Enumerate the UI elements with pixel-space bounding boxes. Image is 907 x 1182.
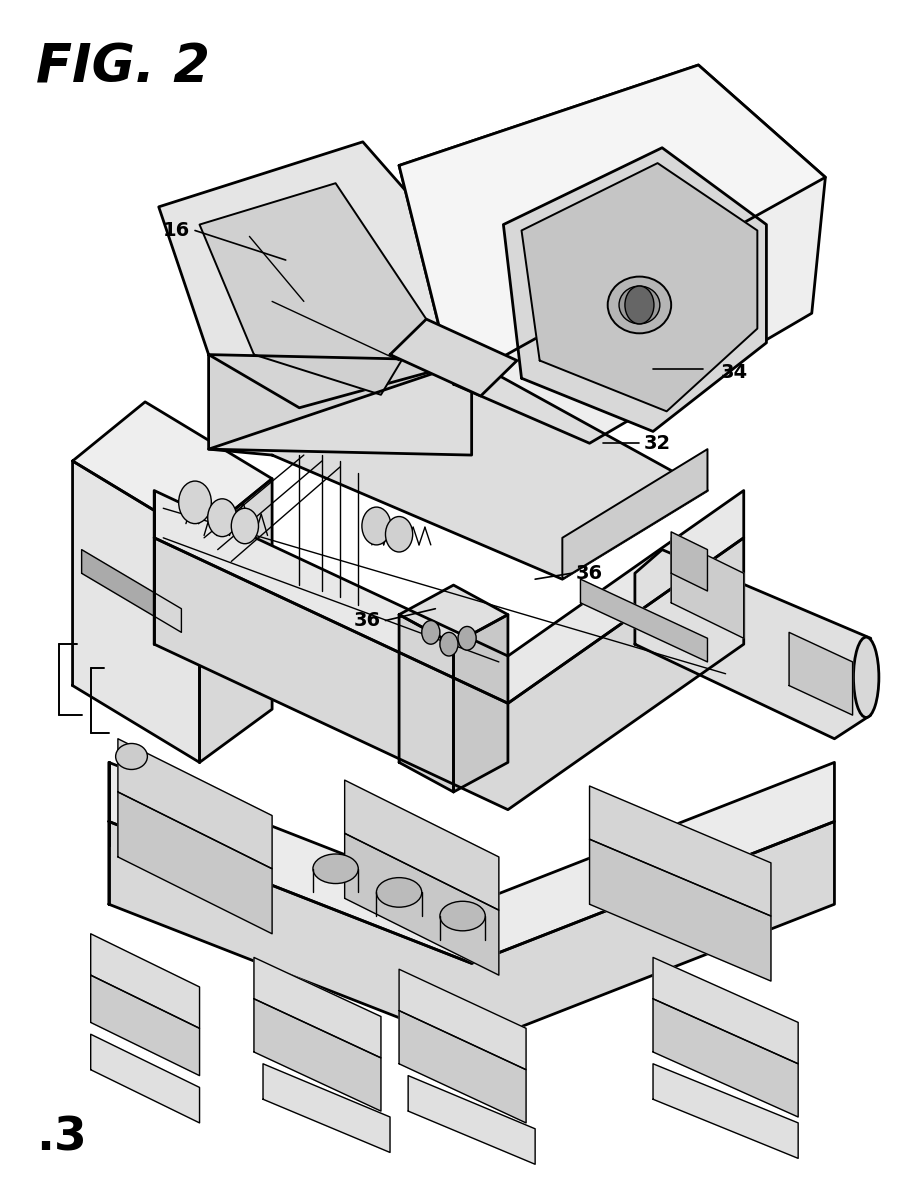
Polygon shape (390, 319, 517, 396)
Polygon shape (399, 65, 825, 443)
Polygon shape (590, 786, 771, 916)
Polygon shape (590, 839, 771, 981)
Circle shape (362, 507, 391, 545)
Polygon shape (671, 532, 707, 591)
Polygon shape (399, 1011, 526, 1123)
Polygon shape (263, 1064, 390, 1152)
Polygon shape (408, 1076, 535, 1164)
Ellipse shape (608, 277, 671, 333)
Ellipse shape (853, 637, 879, 717)
Ellipse shape (619, 286, 659, 324)
Polygon shape (118, 792, 272, 934)
Polygon shape (82, 550, 181, 632)
Polygon shape (653, 957, 798, 1064)
Polygon shape (399, 615, 454, 792)
Ellipse shape (376, 877, 422, 908)
Polygon shape (154, 538, 744, 810)
Text: 16: 16 (163, 221, 190, 240)
Circle shape (231, 508, 258, 544)
Polygon shape (154, 491, 744, 703)
Ellipse shape (313, 853, 358, 884)
Circle shape (208, 499, 237, 537)
Polygon shape (254, 957, 381, 1058)
Circle shape (422, 621, 440, 644)
Polygon shape (345, 833, 499, 975)
Polygon shape (200, 479, 272, 762)
Text: 36: 36 (354, 611, 381, 630)
Polygon shape (73, 461, 200, 762)
Polygon shape (254, 999, 381, 1111)
Polygon shape (789, 632, 853, 715)
Polygon shape (109, 762, 834, 963)
Polygon shape (73, 402, 272, 538)
Polygon shape (209, 355, 472, 455)
Polygon shape (91, 975, 200, 1076)
Text: 36: 36 (576, 564, 603, 583)
Ellipse shape (115, 743, 147, 769)
Text: .3: .3 (36, 1116, 87, 1161)
Text: FIG. 2: FIG. 2 (36, 41, 210, 93)
Polygon shape (399, 969, 526, 1070)
Polygon shape (454, 615, 508, 792)
Polygon shape (580, 579, 707, 662)
Polygon shape (399, 585, 508, 644)
Polygon shape (399, 65, 825, 384)
Polygon shape (671, 538, 744, 638)
Polygon shape (91, 1034, 200, 1123)
Circle shape (385, 517, 413, 552)
Circle shape (179, 481, 211, 524)
Polygon shape (653, 999, 798, 1117)
Circle shape (458, 626, 476, 650)
Polygon shape (200, 183, 426, 395)
Polygon shape (503, 148, 766, 431)
Polygon shape (209, 361, 707, 579)
Polygon shape (118, 739, 272, 869)
Polygon shape (91, 934, 200, 1028)
Polygon shape (345, 780, 499, 910)
Ellipse shape (440, 902, 485, 931)
Circle shape (625, 286, 654, 324)
Polygon shape (522, 163, 757, 411)
Text: 34: 34 (721, 363, 748, 382)
Polygon shape (653, 1064, 798, 1158)
Text: 32: 32 (644, 434, 671, 453)
Polygon shape (562, 449, 707, 579)
Circle shape (440, 632, 458, 656)
Polygon shape (109, 821, 834, 1046)
Polygon shape (635, 550, 871, 739)
Polygon shape (159, 142, 472, 408)
